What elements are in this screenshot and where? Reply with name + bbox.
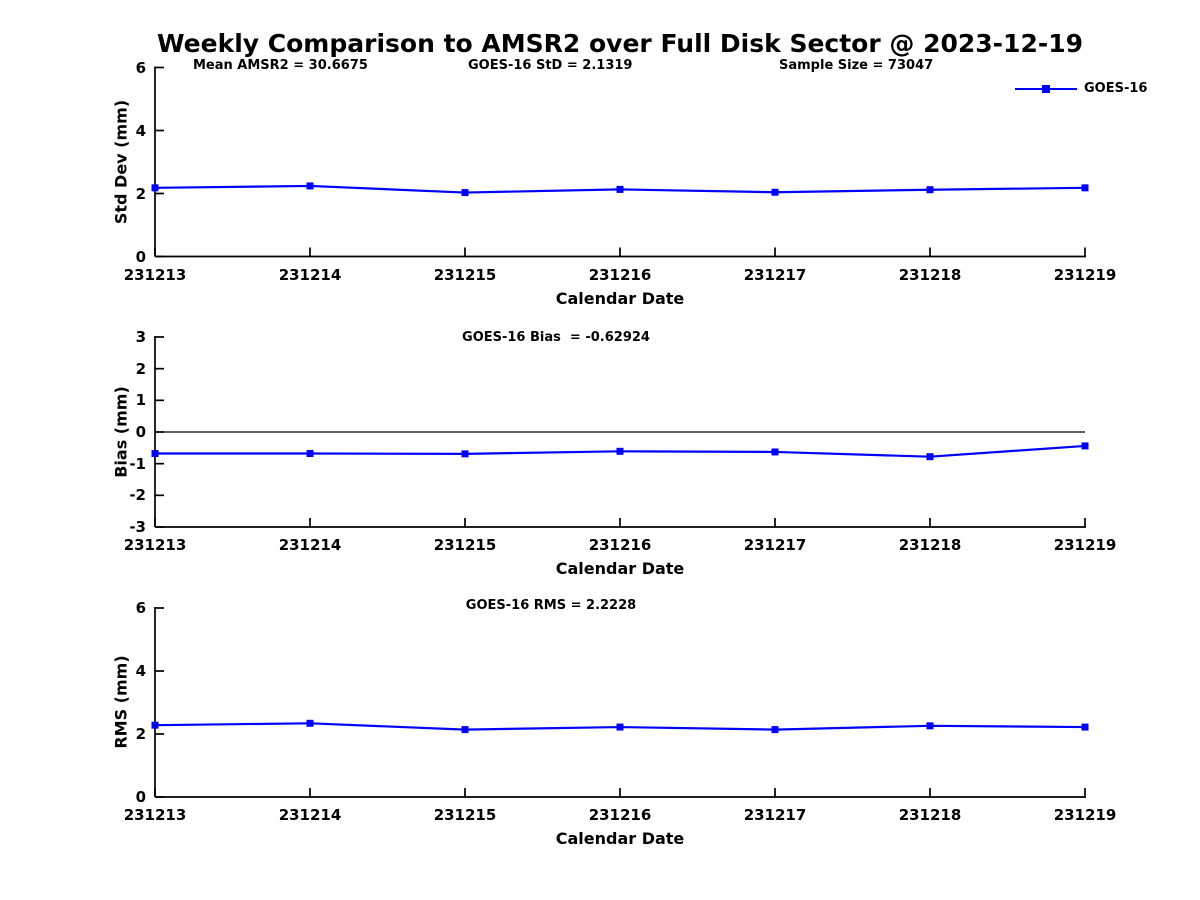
x-tick-label: 231214 bbox=[278, 536, 342, 554]
data-point-marker bbox=[926, 722, 934, 730]
data-point-marker bbox=[926, 186, 934, 194]
data-point-marker bbox=[771, 448, 779, 456]
data-point-marker bbox=[616, 723, 624, 731]
y-tick-label: 4 bbox=[135, 121, 146, 140]
x-tick-label: 231218 bbox=[898, 536, 962, 554]
x-tick-label: 231218 bbox=[898, 265, 962, 284]
annotation-goes16-std: GOES-16 StD = 2.1319 bbox=[468, 58, 633, 73]
data-point-marker bbox=[1081, 184, 1089, 192]
y-tick-label: 6 bbox=[135, 58, 146, 77]
x-axis-label-3: Calendar Date bbox=[555, 829, 685, 848]
x-tick-label: 231216 bbox=[588, 265, 652, 284]
x-tick-label: 231219 bbox=[1053, 265, 1117, 284]
y-tick-label: -2 bbox=[129, 486, 146, 505]
x-axis-label-2: Calendar Date bbox=[555, 559, 685, 578]
y-tick-label: 2 bbox=[135, 725, 146, 743]
x-tick-label: 231215 bbox=[433, 265, 497, 284]
y-tick-label: 2 bbox=[135, 184, 146, 203]
y-tick-label: 3 bbox=[135, 328, 146, 346]
y-tick-label: -1 bbox=[129, 454, 146, 473]
data-point-marker bbox=[1081, 442, 1089, 450]
x-tick-label: 231214 bbox=[278, 265, 342, 284]
data-point-marker bbox=[461, 189, 469, 197]
x-tick-label: 231218 bbox=[898, 806, 962, 824]
y-tick-label: 2 bbox=[135, 359, 146, 378]
x-tick-label: 231213 bbox=[123, 265, 187, 284]
x-tick-label: 231219 bbox=[1053, 806, 1117, 824]
x-tick-label: 231216 bbox=[588, 536, 652, 554]
legend-square-marker-icon bbox=[1042, 84, 1050, 93]
y-tick-label: 0 bbox=[135, 423, 146, 441]
data-point-marker bbox=[616, 447, 624, 455]
y-tick-label: 0 bbox=[135, 788, 146, 806]
data-point-marker bbox=[771, 188, 779, 196]
x-tick-label: 231217 bbox=[743, 265, 807, 284]
y-tick-label: -3 bbox=[129, 518, 146, 536]
legend-label: GOES-16 bbox=[1084, 81, 1148, 96]
x-tick-label: 231215 bbox=[433, 806, 497, 824]
y-tick-label: 4 bbox=[135, 662, 146, 680]
data-point-marker bbox=[1081, 723, 1089, 731]
x-tick-label: 231217 bbox=[743, 806, 807, 824]
figure-title: Weekly Comparison to AMSR2 over Full Dis… bbox=[156, 29, 1084, 58]
data-point-marker bbox=[771, 726, 779, 734]
data-point-marker bbox=[306, 182, 314, 190]
x-tick-label: 231217 bbox=[743, 536, 807, 554]
data-point-marker bbox=[151, 721, 159, 729]
data-point-marker bbox=[461, 450, 469, 458]
annotation-sample-size: Sample Size = 73047 bbox=[779, 58, 934, 73]
y-axis-label-stddev: Std Dev (mm) bbox=[111, 99, 131, 225]
y-tick-label: 1 bbox=[135, 391, 146, 410]
x-axis-label-1: Calendar Date bbox=[555, 289, 685, 308]
annotation-goes16-bias: GOES-16 Bias = -0.62924 bbox=[462, 330, 650, 345]
x-tick-label: 231214 bbox=[278, 806, 342, 824]
y-tick-label: 0 bbox=[135, 247, 146, 266]
data-point-marker bbox=[461, 726, 469, 734]
x-tick-label: 231219 bbox=[1053, 536, 1117, 554]
x-tick-label: 231216 bbox=[588, 806, 652, 824]
annotation-mean-amsr2: Mean AMSR2 = 30.6675 bbox=[193, 58, 368, 73]
data-point-marker bbox=[306, 450, 314, 458]
data-point-marker bbox=[616, 185, 624, 193]
y-tick-label: 6 bbox=[135, 599, 146, 617]
data-point-marker bbox=[151, 184, 159, 192]
data-point-marker bbox=[306, 719, 314, 727]
x-tick-label: 231213 bbox=[123, 536, 187, 554]
data-point-marker bbox=[151, 450, 159, 458]
x-tick-label: 231215 bbox=[433, 536, 497, 554]
x-tick-label: 231213 bbox=[123, 806, 187, 824]
data-point-marker bbox=[926, 453, 934, 461]
annotation-goes16-rms: GOES-16 RMS = 2.2228 bbox=[465, 598, 637, 613]
